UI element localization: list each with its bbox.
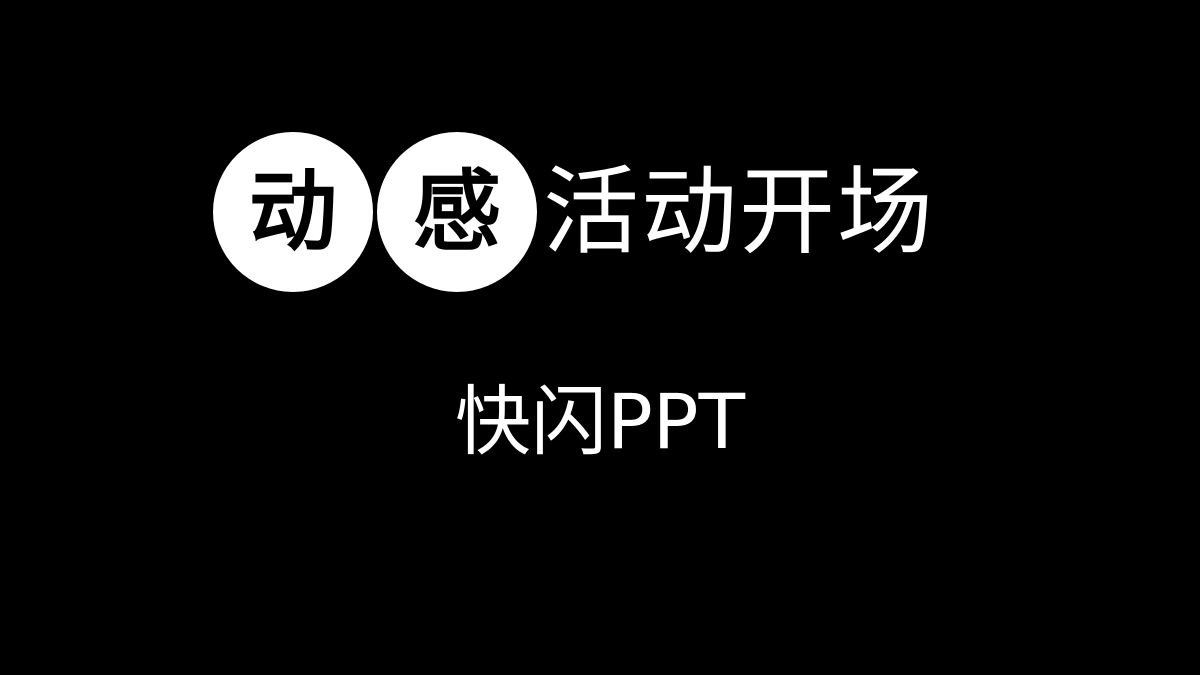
- title-text: 活动开场: [543, 156, 935, 268]
- title-circle-char-2: 感: [377, 132, 537, 292]
- title-row: 动 感 活动开场: [213, 132, 935, 292]
- subtitle: 快闪PPT: [454, 377, 746, 466]
- title-circle-char-1: 动: [213, 132, 373, 292]
